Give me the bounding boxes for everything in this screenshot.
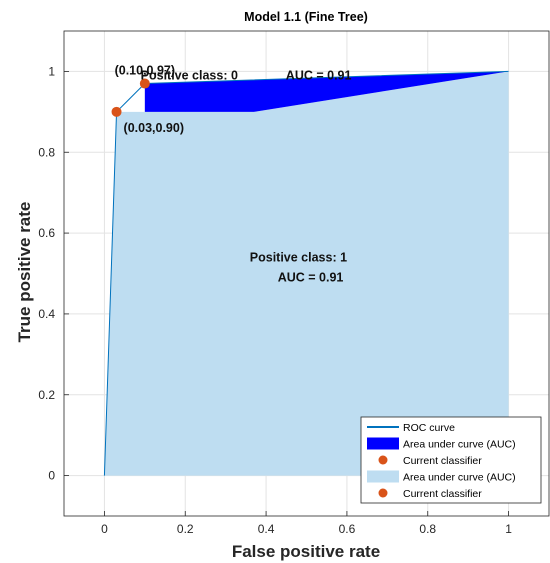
x-tick-label: 0 xyxy=(101,522,108,536)
ticks: 0 0.2 0.4 0.6 0.8 1 0 0.2 0.4 0.6 0.8 1 xyxy=(38,64,512,536)
x-tick-label: 0.8 xyxy=(419,522,436,536)
auc-annotation: Positive class: 0 xyxy=(141,68,238,82)
point-label: (0.10,0.97) xyxy=(115,64,175,78)
point-layer: (0.10,0.97) (0.03,0.90) xyxy=(111,64,184,135)
x-tick-label: 0.2 xyxy=(177,522,194,536)
legend-box xyxy=(360,416,542,504)
legend-patch-swatch xyxy=(367,437,399,450)
auc-annotation: AUC = 0.91 xyxy=(278,271,344,285)
chart-title: Model 1.1 (Fine Tree) xyxy=(244,10,368,24)
auc-annotation: Positive class: 1 xyxy=(250,250,347,264)
x-tick-label: 1 xyxy=(505,522,512,536)
y-tick-label: 0.8 xyxy=(38,145,55,159)
area-layer xyxy=(104,71,509,476)
legend-entry-label: Area under curve (AUC) xyxy=(403,439,516,451)
auc-area-class-0 xyxy=(144,71,509,112)
current-classifier-point xyxy=(111,106,122,117)
y-axis-label: True positive rate xyxy=(15,202,34,343)
current-classifier-point xyxy=(139,78,150,89)
curve-layer xyxy=(103,70,509,476)
legend-entry-label: Current classifier xyxy=(403,455,482,467)
legend-entry-label: ROC curve xyxy=(403,422,455,434)
x-axis-label: False positive rate xyxy=(232,542,380,561)
auc-area-class-1 xyxy=(104,71,509,476)
x-tick-label: 0.4 xyxy=(258,522,275,536)
legend-patch-swatch xyxy=(367,470,399,483)
point-label: (0.03,0.90) xyxy=(124,121,184,135)
axes-box xyxy=(63,30,550,517)
legend-entry-label: Area under curve (AUC) xyxy=(403,472,516,484)
annotations: Positive class: 0 AUC = 0.91 Positive clas… xyxy=(141,68,352,284)
legend-entry-label: Current classifier xyxy=(403,488,482,500)
y-tick-label: 1 xyxy=(48,64,55,78)
y-tick-label: 0.2 xyxy=(38,388,55,402)
legend-marker-swatch xyxy=(378,455,388,465)
x-tick-label: 0.6 xyxy=(339,522,356,536)
y-tick-label: 0.6 xyxy=(38,226,55,240)
y-tick-label: 0.4 xyxy=(38,307,55,321)
y-tick-label: 0 xyxy=(48,469,55,483)
auc-annotation: AUC = 0.91 xyxy=(286,68,352,82)
legend-marker-swatch xyxy=(378,488,388,498)
legend: ROC curve Area under curve (AUC) Current c… xyxy=(360,416,542,504)
roc-curve-line xyxy=(103,70,509,476)
